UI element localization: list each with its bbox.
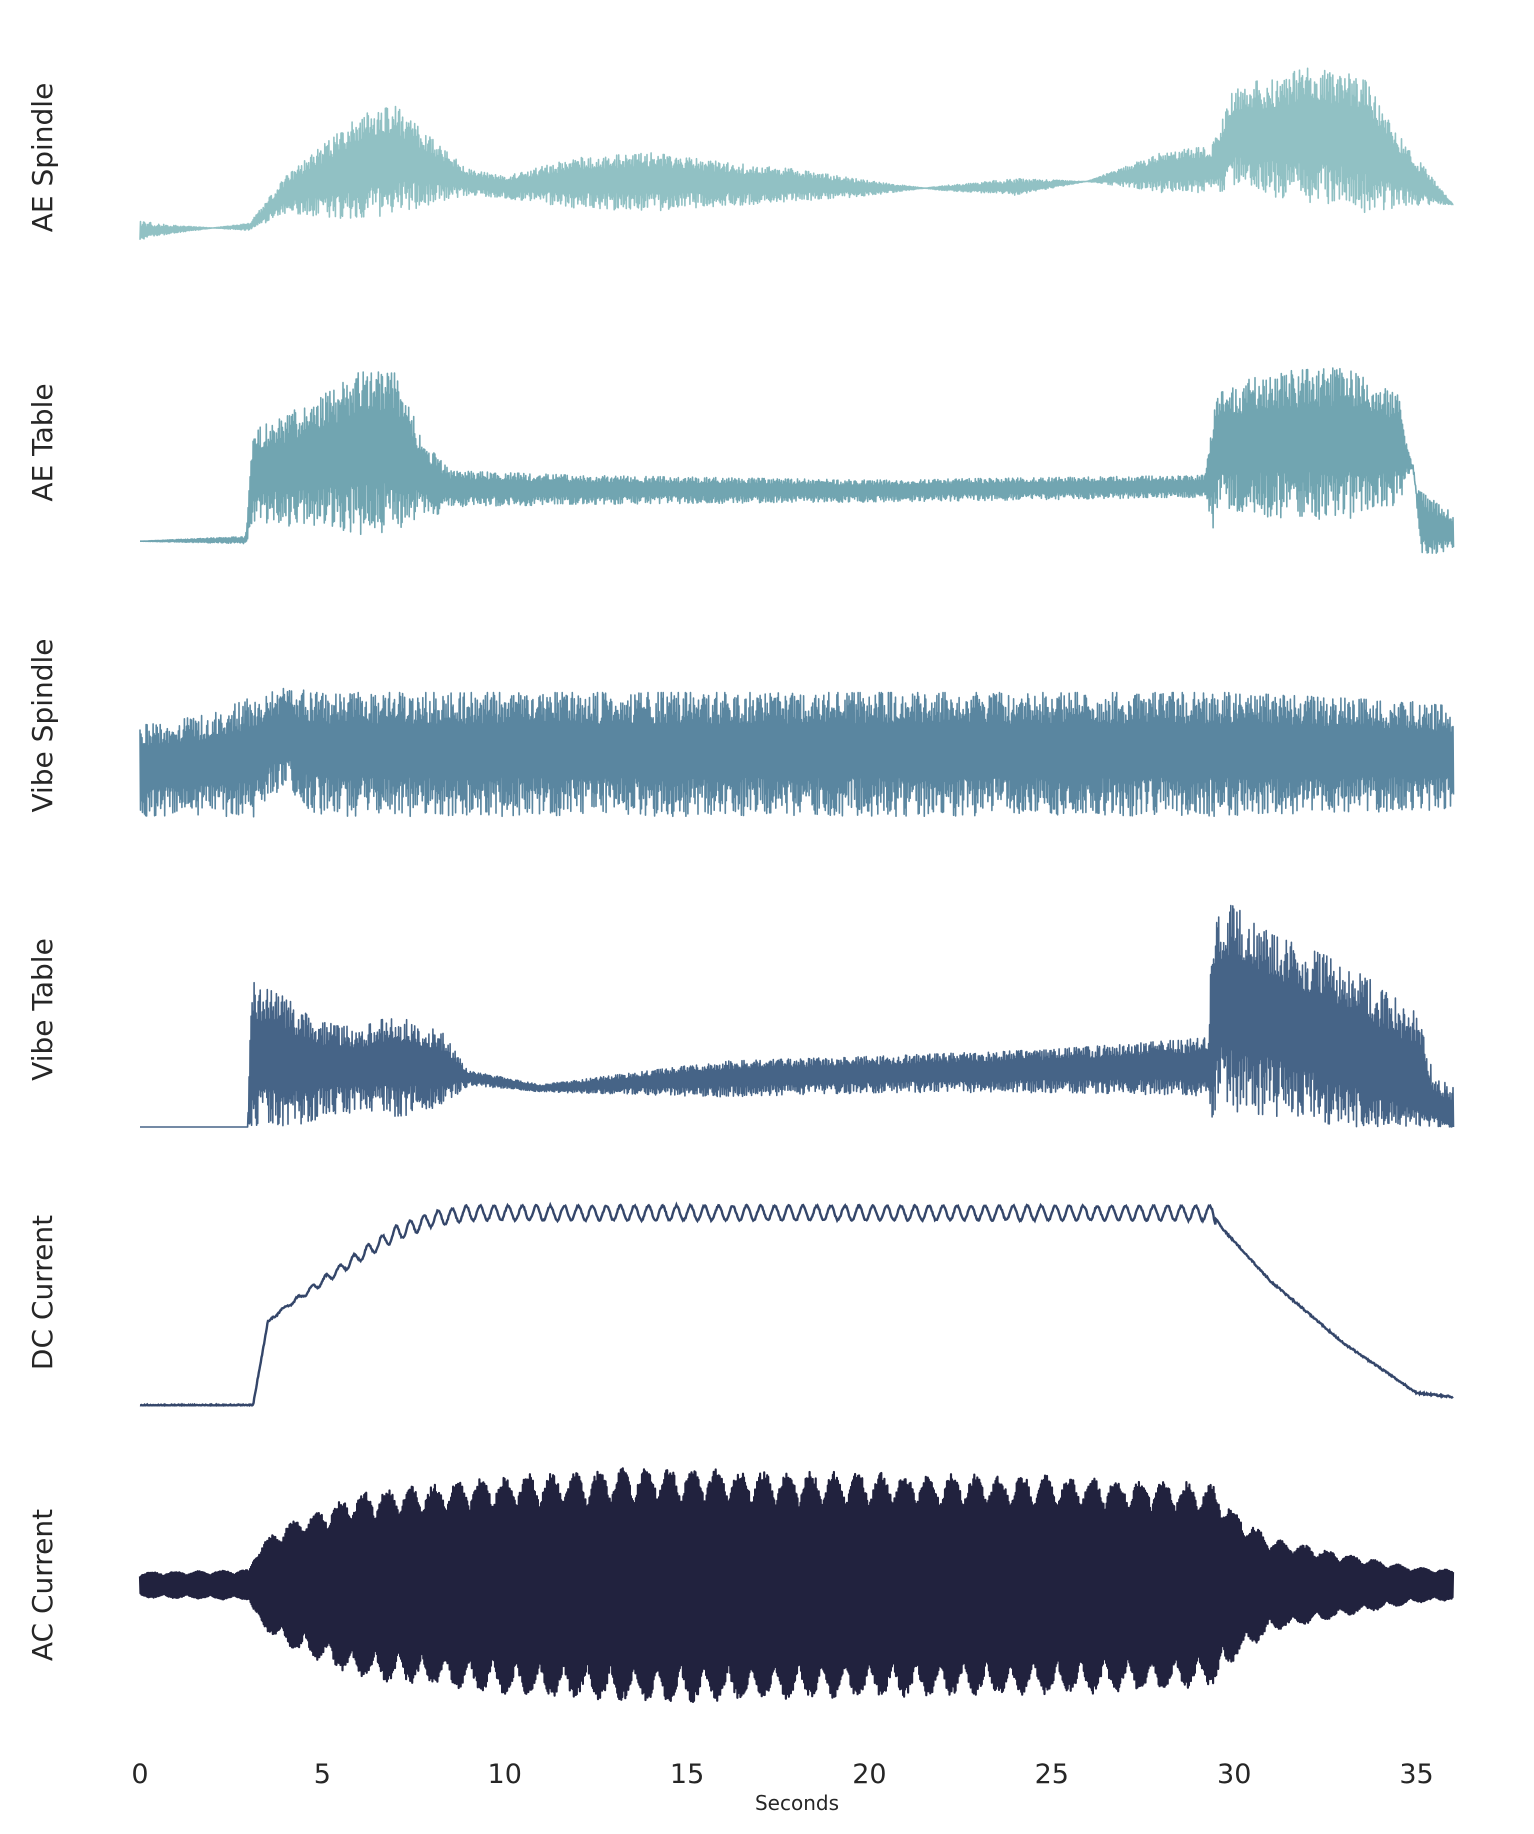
panel-ae-spindle: AE Spindle — [26, 67, 1454, 240]
x-tick-label: 5 — [314, 1759, 331, 1790]
panel-ac-current: AC Current — [26, 1467, 1455, 1703]
series-line — [139, 904, 1455, 1128]
x-tick-label: 35 — [1399, 1759, 1433, 1790]
chart-panels: AE Spindle AE Table Vibe Spindle Vibe Table… — [26, 67, 1455, 1703]
ylabel-ae-table: AE Table — [26, 383, 59, 501]
ylabel-dc-current: DC Current — [26, 1215, 59, 1370]
x-axis: 0 5 10 15 20 25 30 35 — [131, 1759, 1433, 1790]
ylabel-ae-spindle: AE Spindle — [26, 83, 59, 233]
panel-vibe-table: Vibe Table — [26, 904, 1455, 1128]
x-tick-label: 15 — [670, 1759, 704, 1790]
ylabel-ac-current: AC Current — [26, 1509, 59, 1661]
series-line — [139, 687, 1455, 818]
panel-vibe-spindle: Vibe Spindle — [26, 638, 1455, 818]
series-line — [139, 367, 1455, 554]
x-tick-label: 0 — [131, 1759, 148, 1790]
ylabel-vibe-spindle: Vibe Spindle — [26, 638, 59, 812]
x-tick-label: 10 — [488, 1759, 522, 1790]
x-axis-label: Seconds — [755, 1791, 839, 1815]
x-tick-label: 30 — [1217, 1759, 1251, 1790]
series-line — [139, 67, 1454, 240]
x-tick-label: 20 — [852, 1759, 886, 1790]
series-line — [139, 1201, 1454, 1407]
ylabel-vibe-table: Vibe Table — [26, 938, 59, 1081]
panel-dc-current: DC Current — [26, 1201, 1454, 1407]
panel-ae-table: AE Table — [26, 367, 1455, 554]
x-tick-label: 25 — [1035, 1759, 1069, 1790]
series-line — [138, 1467, 1455, 1703]
